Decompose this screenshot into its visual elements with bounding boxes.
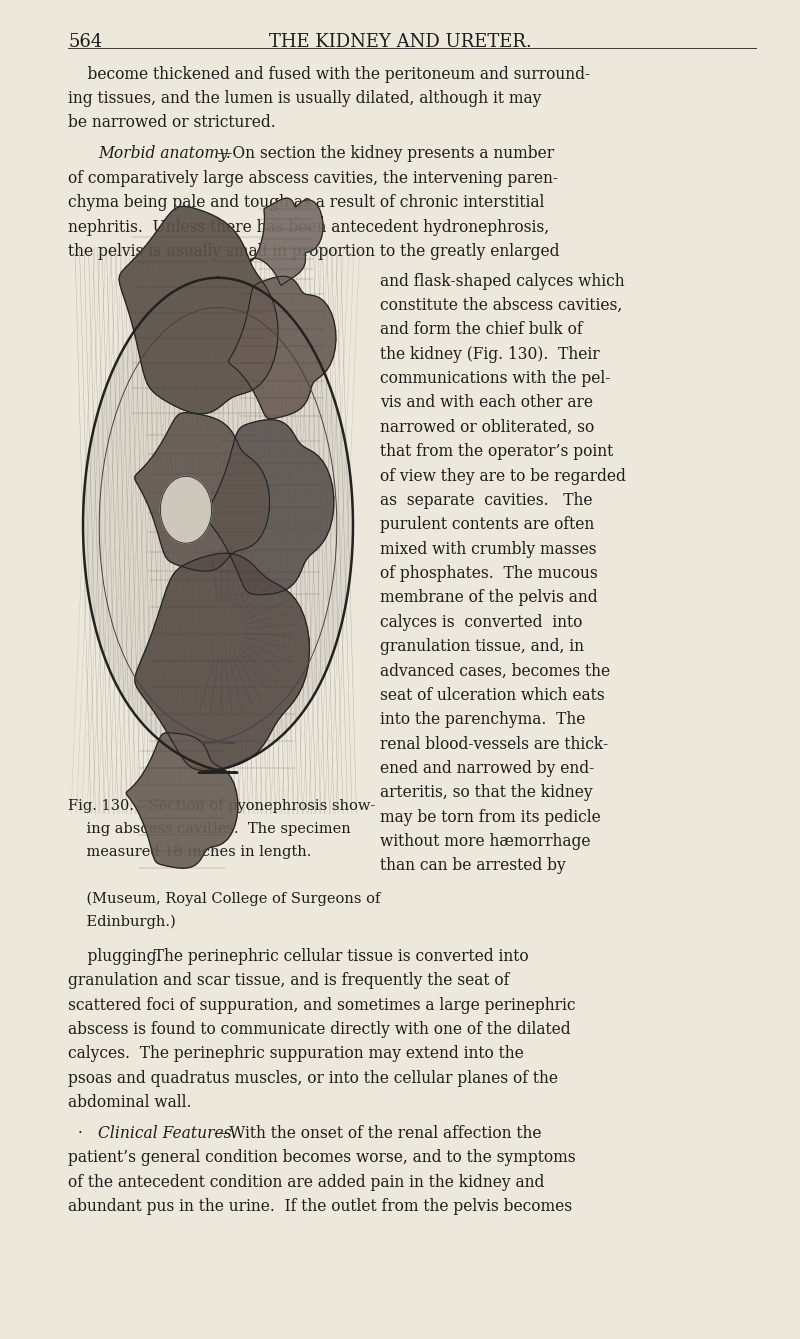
Text: ened and narrowed by end-: ened and narrowed by end- <box>380 761 594 777</box>
Text: and flask-shaped calyces which: and flask-shaped calyces which <box>380 273 625 289</box>
Text: calyces is  converted  into: calyces is converted into <box>380 613 582 631</box>
Text: scattered foci of suppuration, and sometimes a large perinephric: scattered foci of suppuration, and somet… <box>68 996 575 1014</box>
Text: of phosphates.  The mucous: of phosphates. The mucous <box>380 565 598 582</box>
Text: be narrowed or strictured.: be narrowed or strictured. <box>68 114 276 131</box>
Text: vis and with each other are: vis and with each other are <box>380 395 593 411</box>
Text: arteritis, so that the kidney: arteritis, so that the kidney <box>380 785 593 801</box>
Text: —With the onset of the renal affection the: —With the onset of the renal affection t… <box>214 1125 542 1142</box>
Text: psoas and quadratus muscles, or into the cellular planes of the: psoas and quadratus muscles, or into the… <box>68 1070 558 1087</box>
Polygon shape <box>83 277 353 773</box>
Text: granulation tissue, and, in: granulation tissue, and, in <box>380 639 584 655</box>
Text: narrowed or obliterated, so: narrowed or obliterated, so <box>380 419 594 435</box>
Text: Morbid anatomy.: Morbid anatomy. <box>98 146 231 162</box>
Text: constitute the abscess cavities,: constitute the abscess cavities, <box>380 297 622 313</box>
Polygon shape <box>250 198 323 285</box>
Polygon shape <box>135 553 310 770</box>
Text: —Section of pyonephrosis show-: —Section of pyonephrosis show- <box>134 799 375 813</box>
Text: The perinephric cellular tissue is converted into: The perinephric cellular tissue is conve… <box>144 948 529 965</box>
Text: and form the chief bulk of: and form the chief bulk of <box>380 321 582 339</box>
Text: seat of ulceration which eats: seat of ulceration which eats <box>380 687 605 704</box>
Text: measured 18 inches in length.: measured 18 inches in length. <box>68 845 311 860</box>
Text: advanced cases, becomes the: advanced cases, becomes the <box>380 663 610 679</box>
Text: mixed with crumbly masses: mixed with crumbly masses <box>380 541 597 557</box>
Text: ·: · <box>78 1125 82 1142</box>
Text: of view they are to be regarded: of view they are to be regarded <box>380 467 626 485</box>
Text: abundant pus in the urine.  If the outlet from the pelvis becomes: abundant pus in the urine. If the outlet… <box>68 1198 572 1216</box>
Text: patient’s general condition becomes worse, and to the symptoms: patient’s general condition becomes wors… <box>68 1149 576 1166</box>
Text: Edinburgh.): Edinburgh.) <box>68 915 176 929</box>
Text: of the antecedent condition are added pain in the kidney and: of the antecedent condition are added pa… <box>68 1174 544 1190</box>
Text: as  separate  cavities.   The: as separate cavities. The <box>380 491 593 509</box>
Text: than can be arrested by: than can be arrested by <box>380 857 566 874</box>
Text: plugging.: plugging. <box>68 948 162 965</box>
Text: granulation and scar tissue, and is frequently the seat of: granulation and scar tissue, and is freq… <box>68 972 510 990</box>
Polygon shape <box>134 412 270 572</box>
Text: may be torn from its pedicle: may be torn from its pedicle <box>380 809 601 826</box>
Text: Fig. 130.: Fig. 130. <box>68 799 134 813</box>
Text: purulent contents are often: purulent contents are often <box>380 517 594 533</box>
Text: calyces.  The perinephric suppuration may extend into the: calyces. The perinephric suppuration may… <box>68 1046 524 1062</box>
Text: ing tissues, and the lumen is usually dilated, although it may: ing tissues, and the lumen is usually di… <box>68 90 542 107</box>
Text: without more hæmorrhage: without more hæmorrhage <box>380 833 590 850</box>
Text: into the parenchyma.  The: into the parenchyma. The <box>380 711 586 728</box>
Text: 564: 564 <box>68 33 102 51</box>
Text: abscess is found to communicate directly with one of the dilated: abscess is found to communicate directly… <box>68 1020 570 1038</box>
Polygon shape <box>161 477 211 544</box>
Polygon shape <box>229 276 336 419</box>
Text: ing abscess cavities.  The specimen: ing abscess cavities. The specimen <box>68 822 350 836</box>
Text: the kidney (Fig. 130).  Their: the kidney (Fig. 130). Their <box>380 345 600 363</box>
Polygon shape <box>119 206 278 414</box>
Text: the pelvis is usually small in proportion to the greatly enlarged: the pelvis is usually small in proportio… <box>68 242 559 260</box>
Text: become thickened and fused with the peritoneum and surround-: become thickened and fused with the peri… <box>68 66 590 83</box>
Text: abdominal wall.: abdominal wall. <box>68 1094 191 1111</box>
Polygon shape <box>126 732 238 868</box>
Text: nephritis.  Unless there has been antecedent hydronephrosis,: nephritis. Unless there has been anteced… <box>68 218 549 236</box>
Text: renal blood-vessels are thick-: renal blood-vessels are thick- <box>380 735 608 753</box>
Text: communications with the pel-: communications with the pel- <box>380 370 610 387</box>
Text: THE KIDNEY AND URETER.: THE KIDNEY AND URETER. <box>269 33 531 51</box>
Text: that from the operator’s point: that from the operator’s point <box>380 443 614 461</box>
Text: membrane of the pelvis and: membrane of the pelvis and <box>380 589 598 607</box>
Text: chyma being pale and tough as a result of chronic interstitial: chyma being pale and tough as a result o… <box>68 194 544 212</box>
Text: (Museum, Royal College of Surgeons of: (Museum, Royal College of Surgeons of <box>68 892 380 907</box>
Text: Clinical Features.: Clinical Features. <box>98 1125 237 1142</box>
Text: of comparatively large abscess cavities, the intervening paren-: of comparatively large abscess cavities,… <box>68 170 558 186</box>
Text: —On section the kidney presents a number: —On section the kidney presents a number <box>217 146 554 162</box>
Polygon shape <box>206 419 334 595</box>
